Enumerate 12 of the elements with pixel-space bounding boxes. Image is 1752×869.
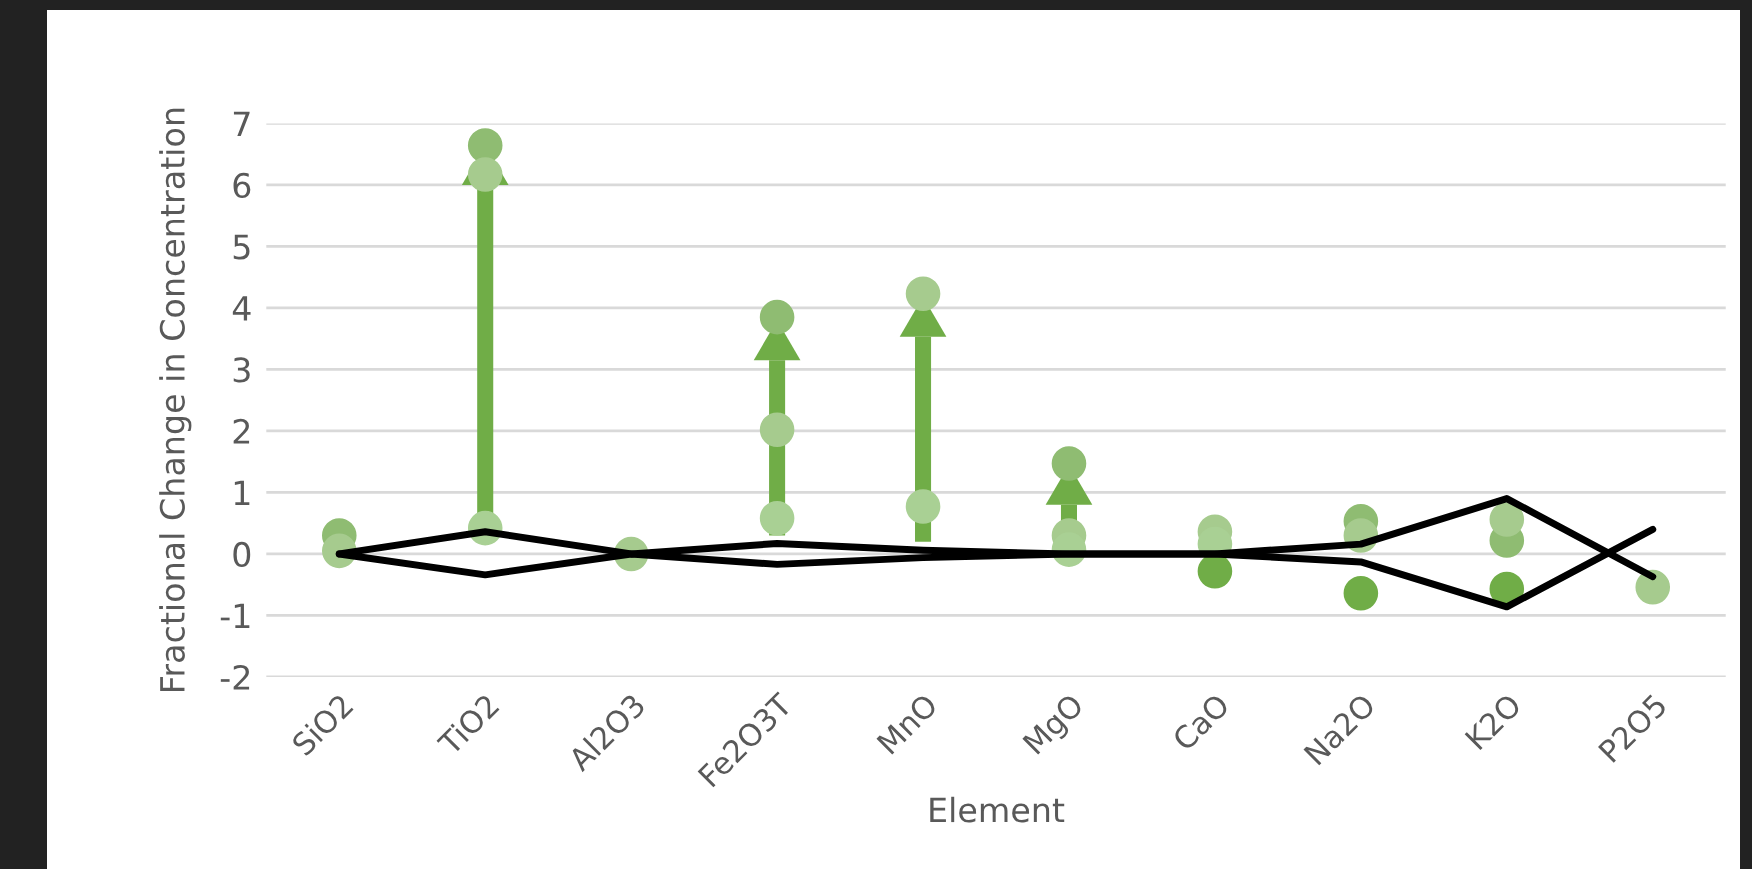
y-tick-label: 1 (234, 480, 250, 506)
y-tick-label: 7 (233, 111, 250, 137)
y-axis-title: Fractional Change in Concentration (159, 108, 192, 692)
y-tick-label: 2 (233, 418, 250, 444)
y-tick-label: -2 (220, 664, 250, 690)
y-tick-label: 4 (232, 296, 251, 321)
y-tick-label: 3 (233, 357, 250, 383)
y-tick-label: -1 (220, 603, 250, 629)
y-tick-label: 6 (233, 172, 251, 199)
y-tick-label: 0 (233, 541, 251, 568)
y-tick-label: 5 (233, 234, 250, 260)
x-axis-title: Element (930, 796, 1065, 823)
